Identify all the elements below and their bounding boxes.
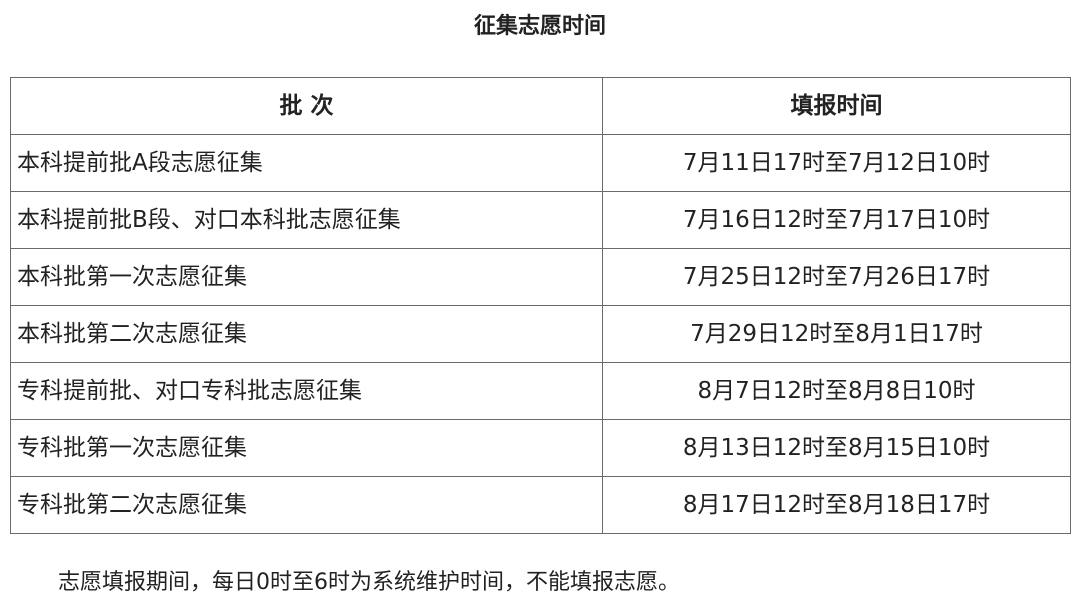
- batch-cell: 专科提前批、对口专科批志愿征集: [10, 362, 603, 420]
- time-cell: 7月11日17时至7月12日10时: [602, 134, 1071, 192]
- time-cell: 8月7日12时至8月8日10时: [602, 362, 1071, 420]
- page-title: 征集志愿时间: [473, 14, 606, 39]
- batch-cell: 本科提前批B段、对口本科批志愿征集: [10, 191, 603, 249]
- header-time: 填报时间: [602, 77, 1071, 135]
- batch-cell: 本科提前批A段志愿征集: [10, 134, 603, 192]
- time-cell: 7月16日12时至7月17日10时: [602, 191, 1071, 249]
- header-batch: 批 次: [10, 77, 603, 135]
- table-header-row: 批 次 填报时间: [10, 77, 1071, 135]
- time-cell: 8月13日12时至8月15日10时: [602, 419, 1071, 477]
- table-row: 本科批第二次志愿征集 7月29日12时至8月1日17时: [10, 305, 1071, 363]
- maintenance-note: 志愿填报期间，每日0时至6时为系统维护时间，不能填报志愿。: [58, 570, 680, 595]
- batch-cell: 本科批第二次志愿征集: [10, 305, 603, 363]
- batch-cell: 本科批第一次志愿征集: [10, 248, 603, 306]
- time-cell: 8月17日12时至8月18日17时: [602, 476, 1071, 534]
- table-row: 专科批第一次志愿征集 8月13日12时至8月15日10时: [10, 419, 1071, 477]
- table-row: 本科提前批A段志愿征集 7月11日17时至7月12日10时: [10, 134, 1071, 192]
- table-row: 本科批第一次志愿征集 7月25日12时至7月26日17时: [10, 248, 1071, 306]
- time-cell: 7月29日12时至8月1日17时: [602, 305, 1071, 363]
- table-row: 专科批第二次志愿征集 8月17日12时至8月18日17时: [10, 476, 1071, 534]
- table-row: 专科提前批、对口专科批志愿征集 8月7日12时至8月8日10时: [10, 362, 1071, 420]
- time-cell: 7月25日12时至7月26日17时: [602, 248, 1071, 306]
- batch-cell: 专科批第二次志愿征集: [10, 476, 603, 534]
- schedule-table: 批 次 填报时间 本科提前批A段志愿征集 7月11日17时至7月12日10时 本科提…: [10, 77, 1071, 534]
- batch-cell: 专科批第一次志愿征集: [10, 419, 603, 477]
- table-row: 本科提前批B段、对口本科批志愿征集 7月16日12时至7月17日10时: [10, 191, 1071, 249]
